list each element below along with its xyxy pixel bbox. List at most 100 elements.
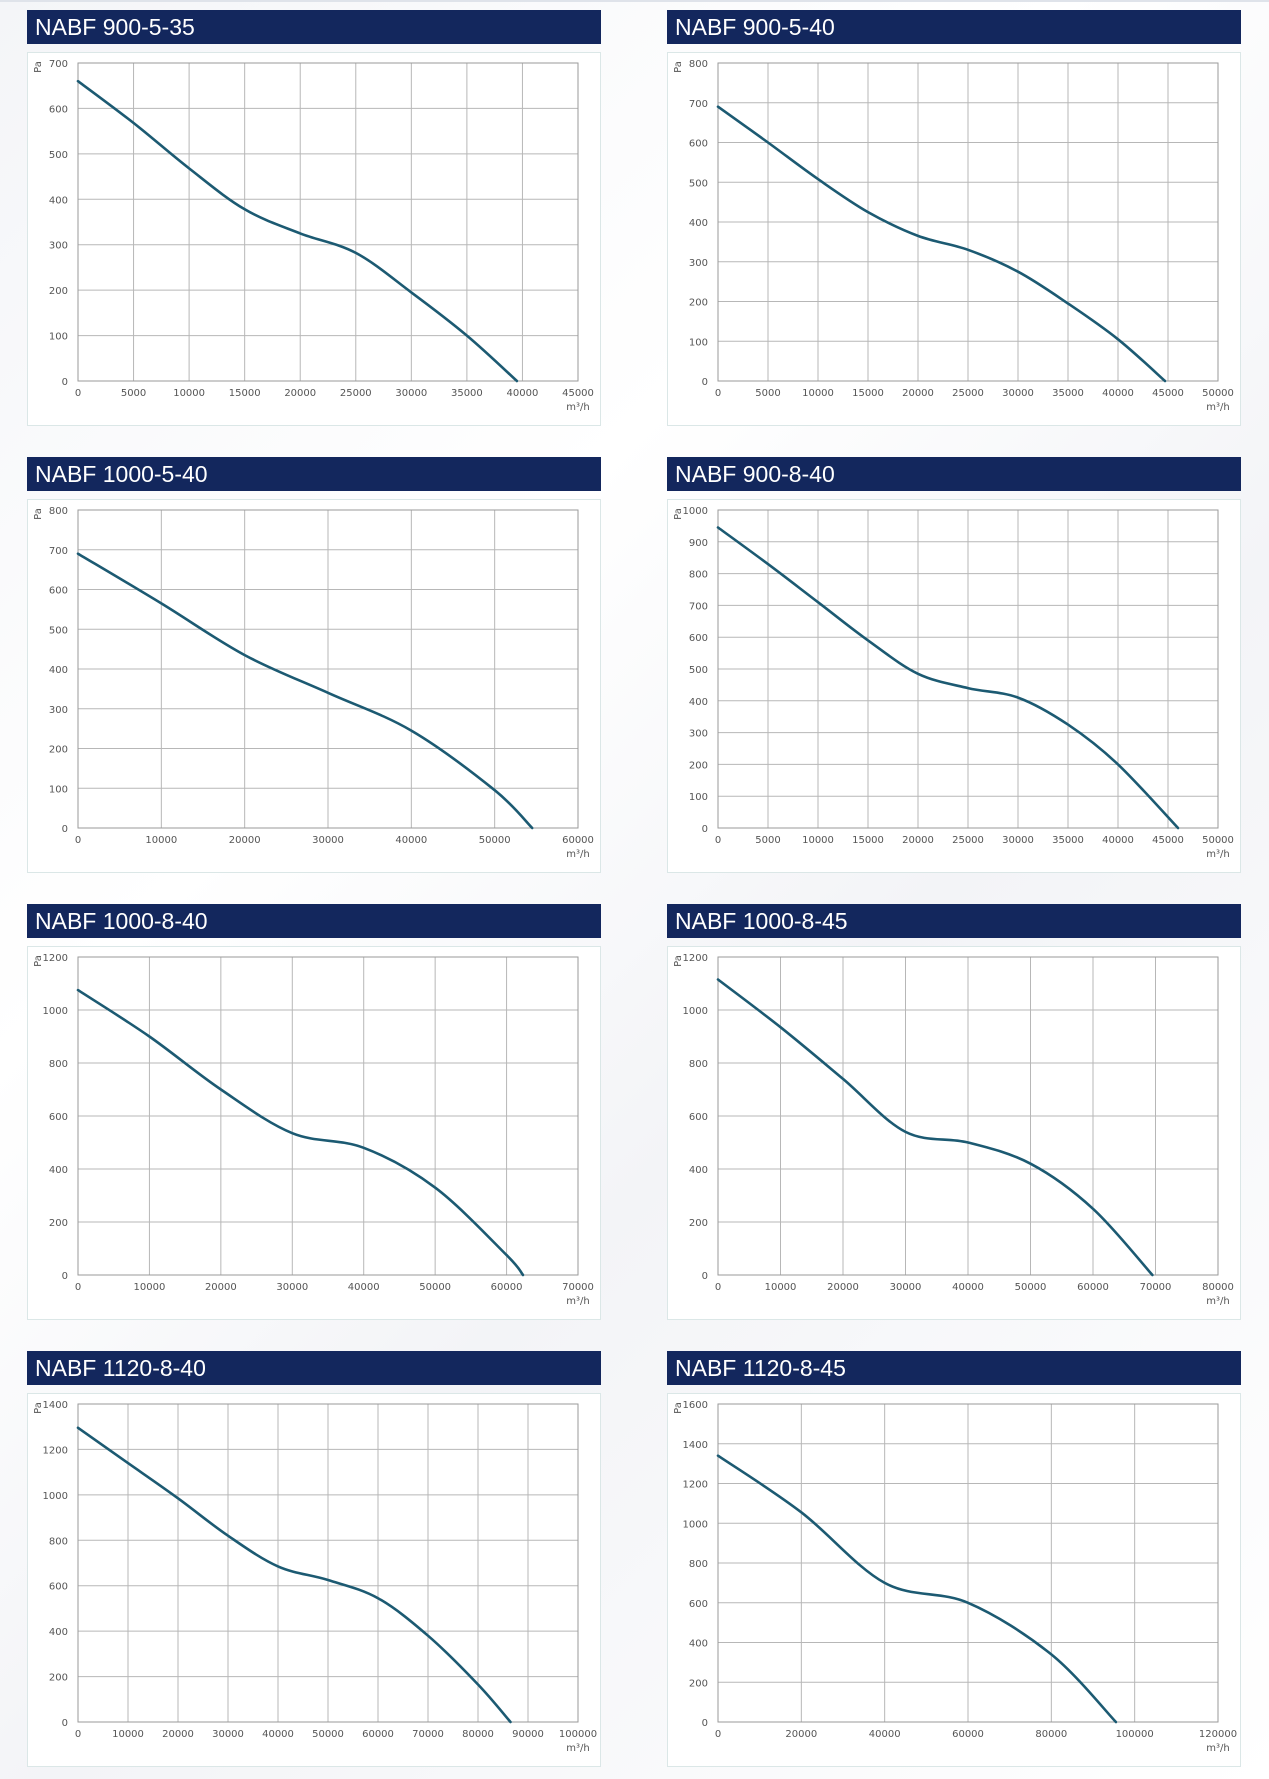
x-axis-label: m³/h (1206, 1296, 1229, 1307)
y-tick-label: 200 (689, 1218, 708, 1229)
plot-area: 0 100 200 300 400 500 600 700 800 0 10000 20000 3000… (27, 499, 601, 873)
plot-frame (77, 956, 579, 1276)
y-tick-label: 400 (49, 195, 68, 206)
plot-frame (77, 62, 579, 382)
y-tick-label: 700 (49, 59, 68, 70)
y-tick-label: 1600 (683, 1400, 708, 1411)
y-tick-label: 400 (689, 1639, 708, 1650)
x-tick-label: 20000 (162, 1729, 194, 1740)
x-tick-label: 50000 (312, 1729, 344, 1740)
x-tick-label: 30000 (212, 1729, 244, 1740)
x-tick-label: 90000 (512, 1729, 544, 1740)
x-axis-label: m³/h (566, 849, 589, 860)
y-tick-label: 200 (49, 286, 68, 297)
x-tick-label: 25000 (952, 835, 984, 846)
plot-area: 0 100 200 300 400 500 600 700 0 5000 10000 15000 200… (27, 52, 601, 426)
x-tick-label: 15000 (229, 388, 261, 399)
x-tick-label: 10000 (145, 835, 177, 846)
x-tick-label: 80000 (462, 1729, 494, 1740)
y-tick-label: 400 (689, 697, 708, 708)
y-tick-label: 0 (62, 1271, 68, 1282)
plot-frame (717, 509, 1219, 829)
y-tick-label: 500 (49, 150, 68, 161)
chart-svg: 0 200 400 600 800 1000 1200 1400 0 10000 20000 3000… (33, 1400, 597, 1754)
x-axis-label: m³/h (1206, 402, 1229, 413)
chart-card: NABF 900-5-40 0 100 200 300 400 500 600 700 800 0 5… (667, 10, 1241, 426)
y-tick-label: 0 (62, 824, 68, 835)
y-tick-label: 1000 (683, 506, 708, 517)
x-tick-label: 60000 (491, 1282, 523, 1293)
y-tick-label: 200 (49, 745, 68, 756)
y-tick-label: 600 (689, 139, 708, 150)
x-tick-label: 50000 (419, 1282, 451, 1293)
y-tick-label: 400 (689, 1165, 708, 1176)
x-tick-label: 80000 (1202, 1282, 1234, 1293)
x-tick-label: 20000 (902, 388, 934, 399)
y-tick-label: 800 (49, 1536, 68, 1547)
plot-area: 0 200 400 600 800 1000 1200 1400 1600 0 20000 40000… (667, 1393, 1241, 1767)
x-tick-label: 30000 (312, 835, 344, 846)
y-tick-label: 800 (689, 1559, 708, 1570)
y-tick-label: 900 (689, 538, 708, 549)
x-tick-label: 10000 (134, 1282, 166, 1293)
y-tick-label: 1400 (43, 1400, 68, 1411)
x-tick-label: 10000 (765, 1282, 797, 1293)
x-tick-label: 50000 (1202, 388, 1234, 399)
chart-svg: 0 200 400 600 800 1000 1200 1400 1600 0 20000 40000… (673, 1400, 1237, 1754)
x-tick-label: 0 (75, 1282, 81, 1293)
y-tick-label: 0 (702, 824, 708, 835)
y-axis-label: Pa (33, 955, 44, 967)
x-tick-label: 80000 (1035, 1729, 1067, 1740)
y-tick-label: 100 (689, 337, 708, 348)
chart-title: NABF 1120-8-45 (667, 1351, 1241, 1385)
y-axis-label: Pa (673, 1402, 684, 1414)
y-tick-label: 600 (689, 633, 708, 644)
y-tick-label: 600 (49, 104, 68, 115)
y-axis-label: Pa (673, 508, 684, 520)
x-tick-label: 10000 (173, 388, 205, 399)
y-tick-label: 100 (49, 784, 68, 795)
y-tick-label: 400 (49, 1627, 68, 1638)
chart-title: NABF 1000-5-40 (27, 457, 601, 491)
plot-frame (77, 1403, 579, 1723)
x-tick-label: 30000 (1002, 388, 1034, 399)
x-tick-label: 30000 (276, 1282, 308, 1293)
x-tick-label: 0 (715, 1729, 721, 1740)
y-tick-label: 100 (689, 792, 708, 803)
plot-frame (717, 62, 1219, 382)
plot-area: 0 200 400 600 800 1000 1200 0 10000 20000 30000 400… (667, 946, 1241, 1320)
x-tick-label: 15000 (852, 835, 884, 846)
x-tick-label: 10000 (802, 388, 834, 399)
x-tick-label: 5000 (121, 388, 146, 399)
chart-svg: 0 200 400 600 800 1000 1200 0 10000 20000 30000 400… (33, 953, 594, 1307)
x-tick-label: 40000 (869, 1729, 901, 1740)
chart-title: NABF 1000-8-40 (27, 904, 601, 938)
chart-card: NABF 1000-5-40 0 100 200 300 400 500 600 700 800 0… (27, 457, 601, 873)
y-axis-label: Pa (33, 508, 44, 520)
x-tick-label: 40000 (952, 1282, 984, 1293)
chart-card: NABF 1000-8-40 0 200 400 600 800 1000 1200 0 1000… (27, 904, 601, 1320)
chart-title: NABF 900-5-40 (667, 10, 1241, 44)
x-tick-label: 10000 (802, 835, 834, 846)
y-tick-label: 700 (689, 99, 708, 110)
x-tick-label: 15000 (852, 388, 884, 399)
y-tick-label: 0 (62, 1718, 68, 1729)
chart-card: NABF 900-8-40 0 100 200 300 400 500 600 700 800 90… (667, 457, 1241, 873)
y-tick-label: 800 (49, 1059, 68, 1070)
y-tick-label: 600 (689, 1599, 708, 1610)
y-tick-label: 1200 (683, 1480, 708, 1491)
top-rule (0, 0, 1269, 2)
y-tick-label: 200 (49, 1673, 68, 1684)
x-tick-label: 60000 (562, 835, 594, 846)
y-tick-label: 600 (49, 1582, 68, 1593)
y-tick-label: 0 (702, 377, 708, 388)
x-tick-label: 25000 (952, 388, 984, 399)
x-tick-label: 40000 (1102, 835, 1134, 846)
x-tick-label: 20000 (827, 1282, 859, 1293)
y-tick-label: 800 (689, 570, 708, 581)
y-tick-label: 1000 (683, 1006, 708, 1017)
x-tick-label: 45000 (1152, 388, 1184, 399)
y-tick-label: 200 (689, 298, 708, 309)
x-tick-label: 70000 (1140, 1282, 1172, 1293)
